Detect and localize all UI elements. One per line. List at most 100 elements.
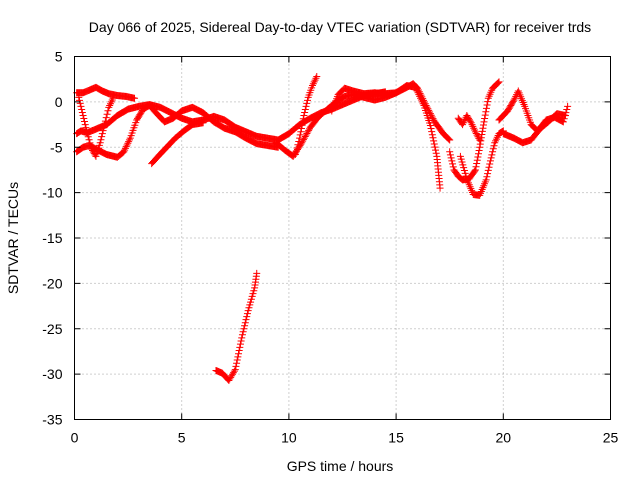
data-point — [76, 96, 84, 104]
data-point — [456, 152, 464, 160]
data-point — [428, 128, 436, 136]
data-point — [473, 159, 481, 167]
data-point — [76, 99, 84, 107]
data-point — [486, 160, 494, 168]
data-point — [83, 130, 91, 138]
data-point — [429, 115, 437, 123]
data-point — [242, 316, 250, 324]
y-tick-label: -5 — [50, 139, 63, 155]
chart-title: Day 066 of 2025, Sidereal Day-to-day VTE… — [89, 19, 591, 35]
data-point — [489, 148, 497, 156]
data-point — [475, 146, 483, 154]
data-point — [425, 106, 433, 114]
series-track-6 — [272, 82, 444, 192]
data-point — [89, 148, 97, 156]
series-track-2 — [73, 102, 282, 161]
data-point — [430, 140, 438, 148]
data-point — [412, 82, 420, 90]
data-point — [303, 99, 311, 107]
data-point — [484, 166, 492, 174]
data-point — [292, 147, 300, 155]
data-point — [98, 130, 106, 138]
data-point — [494, 79, 502, 87]
data-point — [97, 136, 105, 144]
data-point — [100, 124, 108, 132]
data-point — [304, 128, 312, 136]
data-point — [472, 163, 480, 171]
data-point — [478, 127, 486, 135]
data-point — [467, 119, 475, 127]
data-point — [436, 184, 444, 192]
y-tick-label: -25 — [42, 321, 62, 337]
series-track-7 — [291, 72, 321, 159]
data-point — [460, 117, 468, 125]
data-point — [420, 96, 428, 104]
series-track-10 — [446, 78, 503, 184]
data-point — [422, 102, 430, 110]
data-point — [301, 108, 309, 116]
data-point — [561, 111, 569, 119]
data-point — [472, 129, 480, 137]
data-point — [104, 107, 112, 115]
series-track-5 — [148, 119, 207, 168]
data-point — [492, 135, 500, 143]
data-point — [424, 105, 432, 113]
data-point — [482, 176, 490, 184]
y-tick-label: -20 — [42, 275, 62, 291]
data-point — [449, 163, 457, 171]
data-point — [445, 135, 453, 143]
data-point — [238, 331, 246, 339]
tick-labels: 0 5 10 15 20 25 -35 -30 -25 -20 -15 -10 -5 0 5 — [42, 49, 618, 446]
data-point — [474, 133, 482, 141]
data-point — [245, 304, 253, 312]
series-track-14 — [212, 269, 261, 384]
data-point — [449, 160, 457, 168]
data-point — [416, 89, 424, 97]
data-point — [429, 134, 437, 142]
data-point — [106, 102, 114, 110]
data-point — [241, 319, 249, 327]
data-point — [291, 151, 299, 159]
data-point — [231, 366, 239, 374]
data-point — [486, 157, 494, 165]
data-point — [80, 115, 88, 123]
data-point — [465, 114, 473, 122]
data-point — [84, 133, 92, 141]
x-tick-label: 15 — [388, 430, 404, 446]
data-point — [470, 124, 478, 132]
data-point — [420, 98, 428, 106]
data-point — [235, 350, 243, 358]
data-point — [233, 359, 241, 367]
x-tick-label: 20 — [496, 430, 512, 446]
data-point — [303, 96, 311, 104]
data-point — [490, 142, 498, 150]
data-point — [78, 105, 86, 113]
data-point — [83, 127, 91, 135]
series-track-13 — [499, 110, 569, 147]
data-point — [473, 156, 481, 164]
data-point — [459, 161, 467, 169]
data-point — [479, 124, 487, 132]
data-point — [509, 97, 517, 105]
data-point — [298, 139, 306, 147]
data-point — [428, 131, 436, 139]
data-point — [131, 94, 139, 102]
data-point — [426, 110, 434, 118]
data-point — [464, 113, 472, 121]
data-point — [423, 103, 431, 111]
data-point — [415, 88, 423, 96]
data-point — [511, 94, 519, 102]
data-point — [484, 170, 492, 178]
data-point — [101, 121, 109, 129]
data-point — [250, 287, 258, 295]
data-point — [474, 153, 482, 161]
axis-ticks — [74, 56, 611, 420]
data-point — [248, 292, 256, 300]
data-point — [310, 78, 318, 86]
data-point — [483, 173, 491, 181]
y-tick-label: 5 — [55, 49, 63, 65]
data-point — [299, 115, 307, 123]
data-point — [88, 145, 96, 153]
data-point — [124, 139, 132, 147]
series-track-3 — [73, 83, 139, 102]
